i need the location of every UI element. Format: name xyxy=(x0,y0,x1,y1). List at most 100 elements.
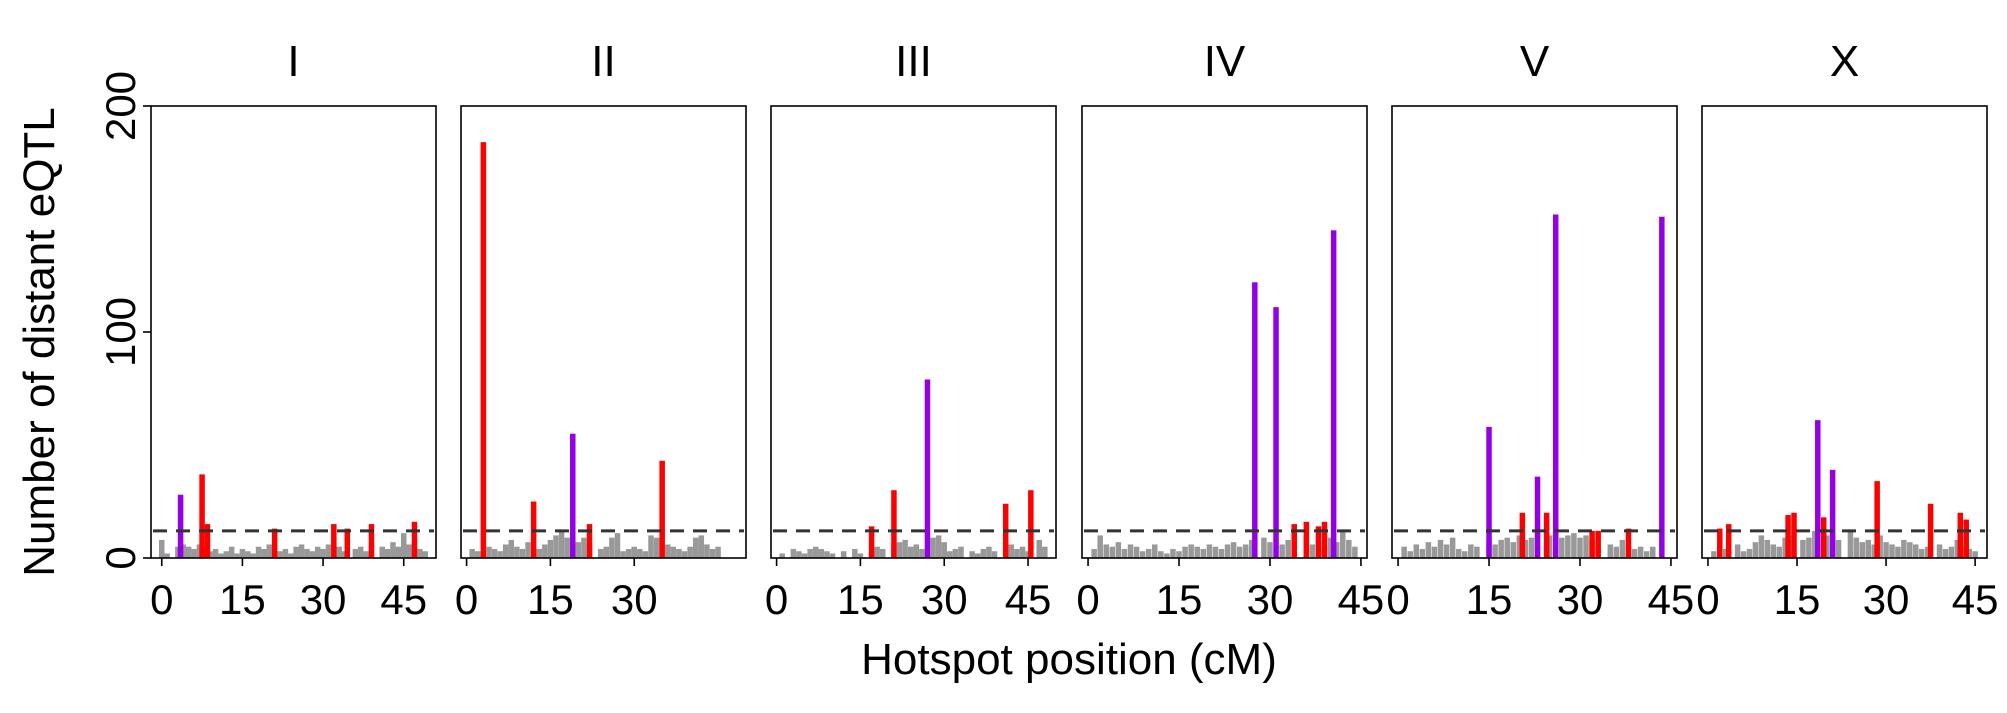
panel-v-bar-grey xyxy=(1546,535,1553,558)
panel-x-bar-grey xyxy=(1788,535,1794,558)
panel-iii-x-tick-label: 15 xyxy=(837,576,884,623)
panel-i-bar-red xyxy=(368,524,375,558)
panel-iii-bar-grey xyxy=(812,546,819,558)
panel-iv-border xyxy=(1081,105,1368,559)
panel-iii-bar-grey xyxy=(947,551,953,558)
panel-i-bar-grey xyxy=(320,548,326,558)
panel-iii-bar-purple xyxy=(924,379,931,558)
panel-i-bar-red xyxy=(411,521,418,558)
panel-v-bar-purple xyxy=(1552,214,1559,559)
panel-iv-bar-grey xyxy=(1224,544,1231,558)
panel-x-bar-purple xyxy=(1829,469,1836,558)
panel-iii-x-tick-label: 45 xyxy=(1005,576,1052,623)
panel-iii-bar-grey xyxy=(913,544,920,558)
panel-x: X 0 15 30 45 xyxy=(1696,37,1998,623)
panel-v-bar-grey xyxy=(1468,544,1474,558)
panel-v-bar-grey xyxy=(1619,539,1626,558)
panel-x-border xyxy=(1701,105,1988,559)
panel-x-bar-grey xyxy=(1966,548,1972,558)
panel-iii-bar-grey xyxy=(975,553,981,558)
panel-ii-bar-red xyxy=(586,524,593,558)
panel-iv-bar-grey xyxy=(1206,544,1213,558)
panel-ii-bar-grey xyxy=(547,539,554,558)
panel-x-x-tick-label: 0 xyxy=(1696,576,1719,623)
panel-iv-bar-grey xyxy=(1176,551,1182,558)
panel-iii-bar-grey xyxy=(941,542,947,558)
panel-v-title: V xyxy=(1520,37,1550,86)
panel-ii-bar-grey xyxy=(698,535,705,558)
panel-x-bar-grey xyxy=(1853,537,1860,558)
panel-ii-bar-grey xyxy=(625,548,632,558)
panel-i-x-tick-label: 30 xyxy=(300,576,347,623)
panel-i-bar-grey xyxy=(395,546,402,558)
panel-iv-bar-grey xyxy=(1152,544,1158,558)
panel-x-bar-grey xyxy=(1847,530,1854,558)
panel-ii-bar-grey xyxy=(715,546,721,558)
panel-i-bar-grey xyxy=(400,533,407,558)
panel-x-bar-grey xyxy=(1752,542,1759,558)
panel-ii-bar-grey xyxy=(536,548,542,558)
panel-v-bar-grey xyxy=(1419,548,1426,558)
panel-ii-bar-grey xyxy=(665,544,671,558)
panel-v-bar-red xyxy=(1519,512,1526,558)
panel-ii-bar-grey xyxy=(609,537,615,558)
panel-v-bar-purple xyxy=(1534,476,1541,558)
panel-x-bar-red xyxy=(1725,524,1732,558)
panel-ii-bar-grey xyxy=(519,548,526,558)
panel-i-bar-grey xyxy=(266,544,273,558)
panel-iv-bar-grey xyxy=(1097,535,1103,558)
panel-i-bar-red xyxy=(331,524,337,558)
panel-ii-bar-red xyxy=(480,142,487,558)
panel-x-bar-grey xyxy=(1823,535,1830,558)
panel-x-bar-purple xyxy=(1815,420,1821,558)
panel-iv-bar-grey xyxy=(1127,544,1134,558)
panel-iv-bar-grey xyxy=(1121,548,1128,558)
panel-ii-x-tick-label: 15 xyxy=(527,576,574,623)
panel-iii: III 0 15 30 45 xyxy=(765,37,1057,623)
panel-iii-bar-grey xyxy=(824,551,830,558)
panel-iv-bar-grey xyxy=(1091,548,1097,558)
panel-x-bar-grey xyxy=(1740,551,1747,558)
panel-v-bar-red xyxy=(1595,530,1601,558)
panel-v-bar-grey xyxy=(1437,539,1444,558)
panel-v-bar-red xyxy=(1543,512,1550,558)
panel-i-bar-grey xyxy=(298,544,305,558)
panel-iv-bar-red xyxy=(1291,524,1297,558)
panel-x-bar-grey xyxy=(1918,548,1925,558)
panel-x-bar-grey xyxy=(1913,544,1919,558)
panel-iii-bar-grey xyxy=(991,551,998,558)
panel-v-bar-grey xyxy=(1431,546,1438,558)
panel-x-bar-grey xyxy=(1776,546,1782,558)
panel-x-bar-grey xyxy=(1972,551,1978,558)
panel-i-bar-red xyxy=(271,528,278,558)
x-axis-title: Hotspot position (cM) xyxy=(861,635,1277,684)
panel-v-bar-grey xyxy=(1443,544,1450,558)
panel-v-bar-grey xyxy=(1462,551,1468,558)
panel-iv-bar-grey xyxy=(1218,548,1225,558)
panel-iii-bar-grey xyxy=(980,548,987,558)
panel-iii-x-tick-label: 0 xyxy=(765,576,788,623)
panel-iv-bar-grey xyxy=(1236,546,1243,558)
panel-v-bar-grey xyxy=(1504,537,1510,558)
panel-x-title: X xyxy=(1830,37,1859,86)
panel-v-bar-grey xyxy=(1571,533,1577,558)
panel-i-bar-grey xyxy=(261,548,267,558)
panel-iv-x-tick-label: 30 xyxy=(1247,576,1294,623)
panel-ii-bar-grey xyxy=(709,548,716,558)
panel-i-bar-grey xyxy=(223,551,230,558)
panel-ii-bar-grey xyxy=(670,546,677,558)
panel-i-bar-grey xyxy=(363,551,369,558)
panel-v-bar-grey xyxy=(1425,542,1432,558)
panel-v-bar-grey xyxy=(1637,546,1644,558)
panel-x-bar-grey xyxy=(1859,542,1866,558)
panel-i-bar-grey xyxy=(336,546,342,558)
panel-ii-bar-grey xyxy=(597,548,604,558)
panel-x-bar-red xyxy=(1785,515,1791,558)
panel-i-bar-grey xyxy=(164,553,170,558)
panel-v-bar-red xyxy=(1589,530,1595,558)
panel-v-bar-grey xyxy=(1401,546,1407,558)
panel-iii-bar-grey xyxy=(818,548,825,558)
panel-i-bar-grey xyxy=(314,546,321,558)
panel-iii-bar-grey xyxy=(796,551,802,558)
